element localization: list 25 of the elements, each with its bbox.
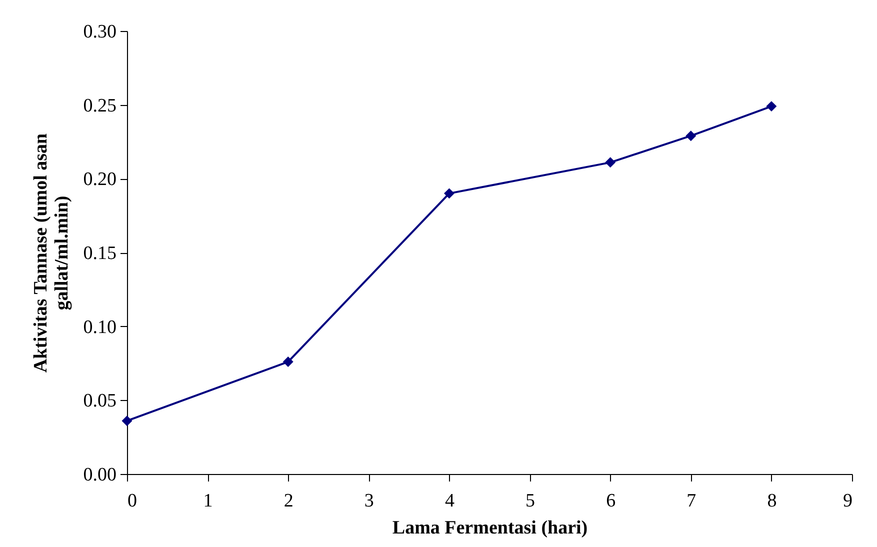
x-tick-label: 3 — [364, 490, 374, 512]
y-tick-label: 0.10 — [83, 316, 116, 338]
y-tick-label: 0.15 — [83, 243, 116, 264]
x-tick-label: 5 — [526, 490, 536, 512]
point — [766, 101, 777, 112]
y-tick-label: 0.30 — [83, 22, 116, 42]
y-tick-label: 0.05 — [83, 390, 116, 412]
x-tick-label: 0 — [128, 490, 137, 512]
point — [282, 356, 294, 368]
point — [686, 130, 696, 142]
x-tick-label: 6 — [606, 490, 616, 512]
point — [605, 157, 616, 168]
x-tick-label: 8 — [767, 490, 777, 512]
x-axis-title: Lama Fermentasi (hari) — [392, 518, 588, 538]
x-tick-label: 1 — [203, 490, 213, 512]
y-tick-label: 0.25 — [83, 95, 116, 116]
x-tick-label: 7 — [686, 490, 696, 512]
x-tick-label: 9 — [843, 490, 852, 512]
point — [122, 416, 132, 426]
y-axis-title: Aktivitas Tannase (umol asan gallat/ml.min) — [30, 132, 72, 373]
y-tick-label: 0.20 — [83, 169, 116, 190]
y-tick-label: 0.00 — [83, 464, 116, 486]
x-tick-label: 4 — [444, 490, 455, 512]
x-tick-label: 2 — [284, 490, 294, 512]
point — [444, 188, 454, 199]
